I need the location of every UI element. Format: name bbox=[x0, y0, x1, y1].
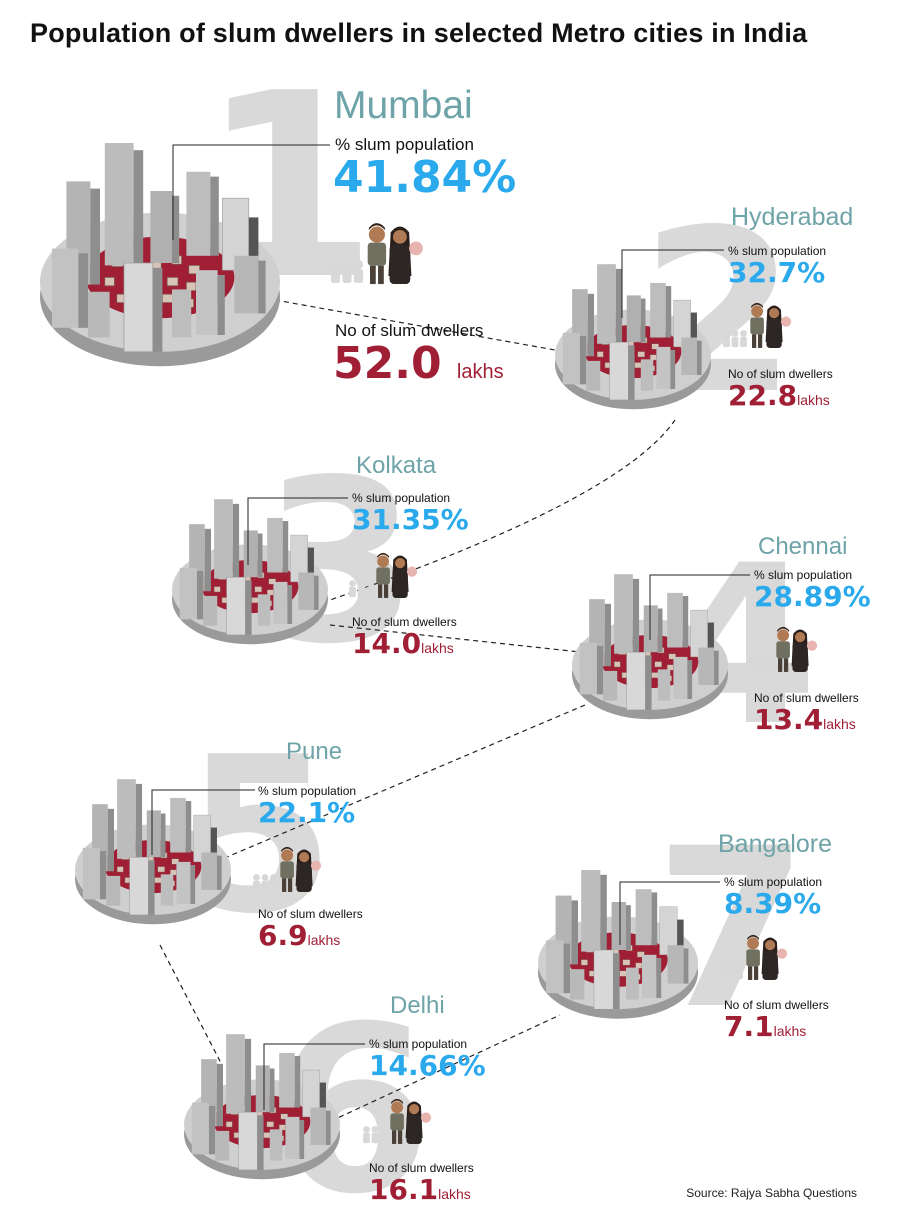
dwellers-number: 7.1 bbox=[724, 1010, 774, 1043]
unit-label: lakhs bbox=[438, 1186, 471, 1202]
percent-value: 8.39% bbox=[724, 887, 822, 920]
dwellers-label: No of slum dwellers bbox=[369, 1161, 474, 1175]
percent-label: % slum population bbox=[352, 491, 451, 505]
percent-value: 14.66% bbox=[369, 1049, 486, 1082]
dwellers-number: 6.9 bbox=[258, 919, 308, 952]
source-note: Source: Rajya Sabha Questions bbox=[686, 1186, 857, 1200]
unit-label: lakhs bbox=[773, 1023, 807, 1039]
dwellers-number: 13.4 bbox=[754, 703, 824, 736]
dwellers-number: 14.0 bbox=[352, 627, 422, 660]
dwellers-label: No of slum dwellers bbox=[352, 615, 457, 629]
dwellers-value: 52.0 lakhs bbox=[333, 338, 504, 389]
dwellers-label: No of slum dwellers bbox=[754, 691, 859, 705]
city-name: Hyderabad bbox=[731, 203, 854, 231]
city-name: Kolkata bbox=[356, 452, 437, 479]
unit-label: lakhs bbox=[456, 361, 504, 383]
dwellers-label: No of slum dwellers bbox=[258, 907, 363, 921]
dwellers-number: 22.8 bbox=[728, 379, 798, 412]
percent-label: % slum population bbox=[369, 1037, 468, 1051]
unit-label: lakhs bbox=[797, 392, 830, 408]
unit-label: lakhs bbox=[823, 716, 856, 732]
dwellers-value: 7.1lakhs bbox=[724, 1010, 806, 1043]
city-name: Delhi bbox=[390, 992, 445, 1019]
dwellers-label: No of slum dwellers bbox=[724, 998, 829, 1012]
percent-label: % slum population bbox=[754, 568, 853, 582]
dwellers-number: 52.0 bbox=[333, 338, 442, 389]
city-name: Pune bbox=[286, 738, 343, 765]
dwellers-value: 14.0lakhs bbox=[352, 627, 454, 660]
percent-label: % slum population bbox=[724, 875, 823, 889]
dwellers-value: 16.1lakhs bbox=[369, 1173, 471, 1206]
percent-value: 41.84% bbox=[333, 152, 517, 203]
unit-label: lakhs bbox=[421, 640, 454, 656]
city-name: Bangalore bbox=[718, 830, 832, 858]
city-name: Chennai bbox=[758, 533, 848, 560]
percent-value: 28.89% bbox=[754, 580, 871, 613]
city-name: Mumbai bbox=[334, 84, 473, 127]
dwellers-number: 16.1 bbox=[369, 1173, 439, 1206]
dwellers-value: 22.8lakhs bbox=[728, 379, 830, 412]
percent-value: 22.1% bbox=[258, 796, 356, 829]
connector-path bbox=[159, 299, 676, 1141]
dwellers-value: 13.4lakhs bbox=[754, 703, 856, 736]
percent-label: % slum population bbox=[335, 135, 474, 154]
percent-label: % slum population bbox=[728, 244, 827, 258]
unit-label: lakhs bbox=[307, 932, 341, 948]
dwellers-value: 6.9lakhs bbox=[258, 919, 340, 952]
page-title: Population of slum dwellers in selected … bbox=[30, 18, 808, 48]
percent-value: 31.35% bbox=[352, 503, 469, 536]
dwellers-label: No of slum dwellers bbox=[728, 367, 833, 381]
dwellers-label: No of slum dwellers bbox=[335, 321, 484, 340]
percent-label: % slum population bbox=[258, 784, 357, 798]
percent-value: 32.7% bbox=[728, 256, 826, 289]
callout-lines bbox=[151, 144, 750, 1110]
